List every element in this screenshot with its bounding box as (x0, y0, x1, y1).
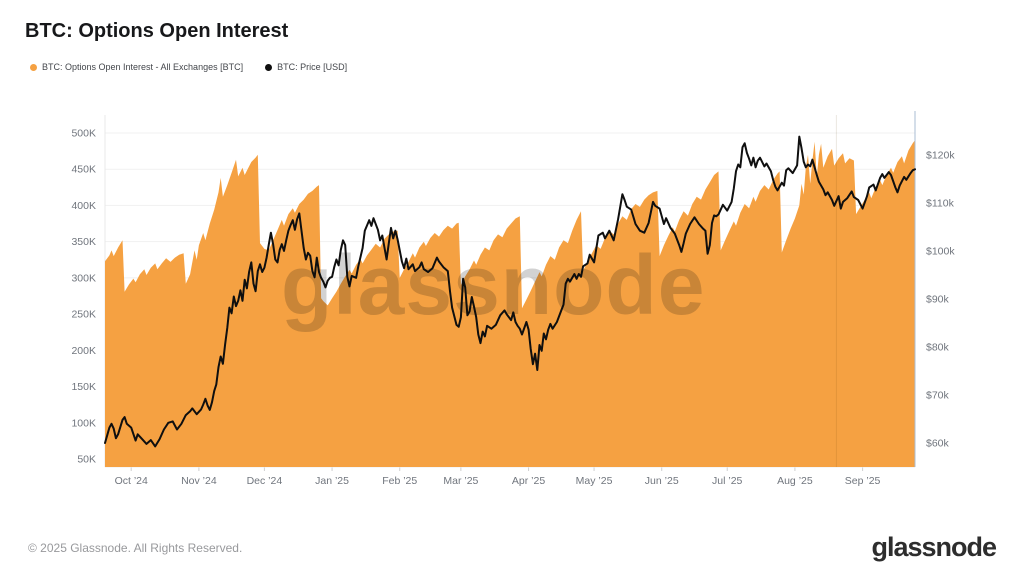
left-axis-tick-label: 300K (71, 272, 96, 284)
price-series-swatch-icon (265, 63, 273, 71)
right-axis-tick-label: $60k (926, 437, 950, 449)
right-axis-tick-label: $100k (926, 245, 955, 257)
right-axis-tick-label: $80k (926, 341, 950, 353)
right-axis-tick-label: $90k (926, 293, 950, 305)
right-axis-tick-label: $70k (926, 389, 950, 401)
left-axis-tick-label: 350K (71, 236, 96, 248)
copyright-text: © 2025 Glassnode. All Rights Reserved. (28, 541, 243, 555)
oi-area-series (105, 140, 915, 467)
legend-label-open-interest: BTC: Options Open Interest - All Exchang… (42, 62, 244, 72)
x-axis-tick-label: Jan ’25 (315, 475, 349, 487)
x-axis-tick-label: Feb ’25 (382, 475, 417, 487)
x-axis-tick-label: Oct ’24 (115, 475, 148, 487)
price-line-series (104, 135, 916, 448)
right-axis-tick-label: $120k (926, 149, 955, 161)
left-axis-tick-label: 250K (71, 309, 96, 321)
left-axis-tick-label: 150K (71, 381, 96, 393)
legend-item-price[interactable]: BTC: Price [USD] (265, 62, 347, 72)
oi-series-swatch-icon (30, 63, 37, 71)
left-axis-tick-label: 200K (71, 345, 96, 357)
x-axis-tick-label: May ’25 (576, 475, 613, 487)
left-axis-tick-label: 50K (77, 454, 96, 466)
page-title: BTC: Options Open Interest (25, 20, 289, 42)
x-axis-tick-label: Apr ’25 (512, 475, 545, 487)
left-axis-tick-label: 500K (71, 127, 96, 139)
x-axis-tick-label: Jun ’25 (645, 475, 679, 487)
legend: BTC: Options Open Interest - All Exchang… (30, 62, 347, 72)
legend-item-open-interest[interactable]: BTC: Options Open Interest - All Exchang… (30, 62, 243, 72)
left-axis-tick-label: 450K (71, 164, 96, 176)
x-axis-tick-label: Jul ’25 (712, 475, 743, 487)
glassnode-logo[interactable]: glassnode (871, 532, 997, 562)
left-axis-tick-label: 400K (71, 200, 96, 212)
x-axis-tick-label: Mar ’25 (443, 475, 478, 487)
x-axis-tick-label: Sep ’25 (845, 475, 881, 487)
right-axis-tick-label: $110k (926, 197, 955, 209)
left-axis-tick-label: 100K (71, 417, 96, 429)
x-axis-tick-label: Aug ’25 (777, 475, 813, 487)
legend-label-price: BTC: Price [USD] (277, 62, 348, 72)
x-axis-tick-label: Dec ’24 (247, 475, 283, 487)
x-axis-tick-label: Nov ’24 (181, 475, 217, 487)
